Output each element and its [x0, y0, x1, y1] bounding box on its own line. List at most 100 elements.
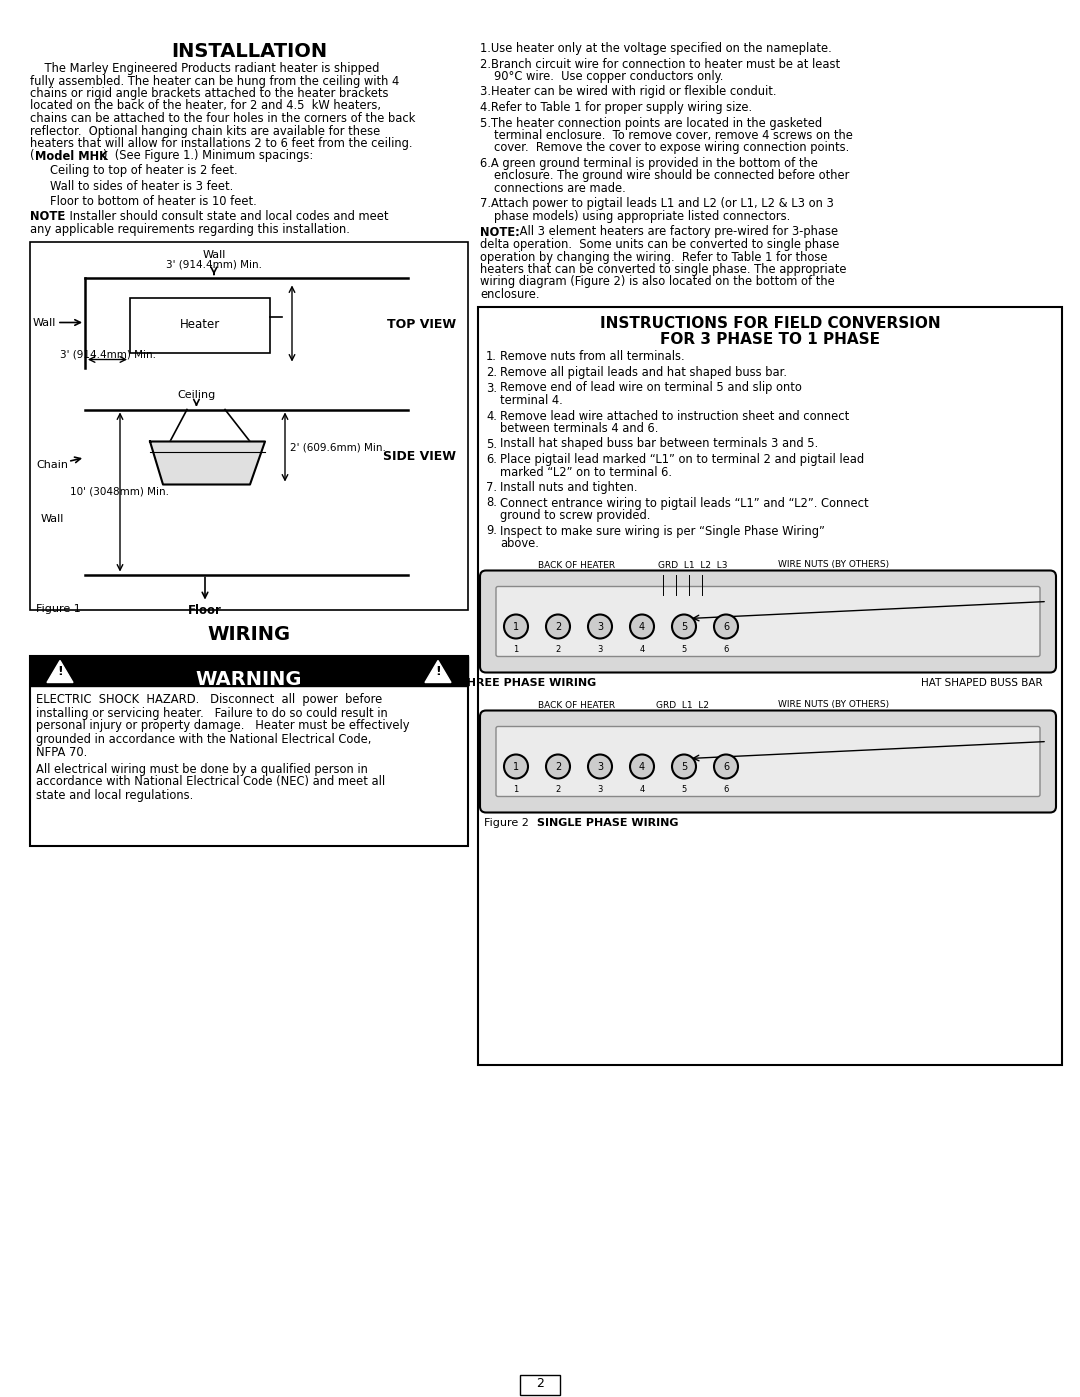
Text: Figure 1: Figure 1 [36, 605, 81, 615]
Text: enclosure.: enclosure. [480, 288, 540, 300]
Bar [478, 306, 1062, 1065]
Text: All electrical wiring must be done by a qualified person in: All electrical wiring must be done by a … [36, 763, 368, 775]
Text: 5: 5 [681, 644, 687, 654]
Text: THREE PHASE WIRING: THREE PHASE WIRING [459, 679, 596, 689]
Text: 1.: 1. [486, 351, 497, 363]
Text: connections are made.: connections are made. [494, 182, 625, 196]
Text: 2: 2 [555, 622, 562, 631]
Text: 2: 2 [536, 1377, 544, 1390]
Text: BACK OF HEATER: BACK OF HEATER [538, 700, 616, 710]
Text: fully assembled. The heater can be hung from the ceiling with 4: fully assembled. The heater can be hung … [30, 74, 400, 88]
Text: INSTRUCTIONS FOR FIELD CONVERSION: INSTRUCTIONS FOR FIELD CONVERSION [599, 317, 941, 331]
Bar [30, 655, 468, 845]
FancyBboxPatch shape [496, 726, 1040, 796]
Text: HAT SHAPED BUSS BAR: HAT SHAPED BUSS BAR [921, 679, 1043, 689]
Text: 6: 6 [723, 761, 729, 771]
Text: !: ! [435, 665, 441, 678]
Text: 6: 6 [723, 622, 729, 631]
Text: 3: 3 [597, 622, 603, 631]
Circle shape [546, 615, 570, 638]
Text: 5.: 5. [486, 437, 497, 450]
Text: operation by changing the wiring.  Refer to Table 1 for those: operation by changing the wiring. Refer … [480, 250, 827, 264]
Text: 3.: 3. [486, 381, 497, 394]
Text: 6.: 6. [486, 453, 497, 467]
Text: 1: 1 [513, 761, 519, 771]
Text: Remove end of lead wire on terminal 5 and slip onto: Remove end of lead wire on terminal 5 an… [500, 381, 801, 394]
Text: chains or rigid angle brackets attached to the heater brackets: chains or rigid angle brackets attached … [30, 87, 389, 101]
Text: NFPA 70.: NFPA 70. [36, 746, 87, 759]
Text: 10' (3048mm) Min.: 10' (3048mm) Min. [70, 488, 168, 497]
Text: 1: 1 [513, 785, 518, 793]
Text: heaters that can be converted to single phase. The appropriate: heaters that can be converted to single … [480, 263, 847, 277]
Text: SINGLE PHASE WIRING: SINGLE PHASE WIRING [537, 819, 678, 828]
Text: TOP VIEW: TOP VIEW [387, 319, 456, 331]
Text: 5.The heater connection points are located in the gasketed: 5.The heater connection points are locat… [480, 116, 822, 130]
Text: between terminals 4 and 6.: between terminals 4 and 6. [500, 422, 659, 434]
Text: Wall to sides of heater is 3 feet.: Wall to sides of heater is 3 feet. [50, 179, 233, 193]
Text: 1.Use heater only at the voltage specified on the nameplate.: 1.Use heater only at the voltage specifi… [480, 42, 832, 54]
Text: any applicable requirements regarding this installation.: any applicable requirements regarding th… [30, 224, 350, 236]
Text: terminal enclosure.  To remove cover, remove 4 screws on the: terminal enclosure. To remove cover, rem… [494, 129, 853, 142]
Text: Ceiling to top of heater is 2 feet.: Ceiling to top of heater is 2 feet. [50, 163, 238, 177]
Text: 7.Attach power to pigtail leads L1 and L2 (or L1, L2 & L3 on 3: 7.Attach power to pigtail leads L1 and L… [480, 197, 834, 211]
Text: cover.  Remove the cover to expose wiring connection points.: cover. Remove the cover to expose wiring… [494, 141, 849, 155]
Text: 3: 3 [597, 785, 603, 793]
Text: The Marley Engineered Products radiant heater is shipped: The Marley Engineered Products radiant h… [30, 61, 379, 75]
Text: 2.: 2. [486, 366, 497, 379]
Text: Install nuts and tighten.: Install nuts and tighten. [500, 481, 637, 495]
Text: Install hat shaped buss bar between terminals 3 and 5.: Install hat shaped buss bar between term… [500, 437, 819, 450]
Circle shape [672, 615, 696, 638]
Bar [519, 1375, 561, 1396]
Text: (: ( [30, 149, 35, 162]
Text: 6: 6 [724, 644, 729, 654]
Text: Connect entrance wiring to pigtail leads “L1” and “L2”. Connect: Connect entrance wiring to pigtail leads… [500, 496, 868, 510]
Text: Heater: Heater [180, 319, 220, 331]
Circle shape [630, 615, 654, 638]
Text: 8.: 8. [486, 496, 497, 510]
Text: Chain: Chain [36, 460, 68, 469]
FancyBboxPatch shape [480, 711, 1056, 813]
Text: Floor to bottom of heater is 10 feet.: Floor to bottom of heater is 10 feet. [50, 196, 257, 208]
Text: Wall: Wall [40, 514, 64, 524]
Text: 2.Branch circuit wire for connection to heater must be at least: 2.Branch circuit wire for connection to … [480, 57, 840, 70]
FancyBboxPatch shape [480, 570, 1056, 672]
Text: 2: 2 [555, 761, 562, 771]
Text: WARNING: WARNING [195, 671, 302, 689]
Text: 4.Refer to Table 1 for proper supply wiring size.: 4.Refer to Table 1 for proper supply wir… [480, 101, 752, 115]
Text: 1: 1 [513, 644, 518, 654]
Circle shape [672, 754, 696, 778]
Text: 3' (914.4mm) Min.: 3' (914.4mm) Min. [166, 260, 262, 270]
Circle shape [714, 754, 738, 778]
Text: GRD  L1  L2: GRD L1 L2 [656, 700, 708, 710]
Bar [130, 298, 270, 352]
Polygon shape [150, 441, 265, 485]
Text: chains can be attached to the four holes in the corners of the back: chains can be attached to the four holes… [30, 112, 416, 124]
Text: WIRING: WIRING [207, 626, 291, 644]
Text: Wall: Wall [32, 317, 56, 327]
Text: located on the back of the heater, for 2 and 4.5  kW heaters,: located on the back of the heater, for 2… [30, 99, 381, 113]
Text: Inspect to make sure wiring is per “Single Phase Wiring”: Inspect to make sure wiring is per “Sing… [500, 524, 825, 538]
Text: 3: 3 [597, 761, 603, 771]
Text: 3.Heater can be wired with rigid or flexible conduit.: 3.Heater can be wired with rigid or flex… [480, 85, 777, 99]
Text: All 3 element heaters are factory pre-wired for 3-phase: All 3 element heaters are factory pre-wi… [516, 225, 838, 239]
Text: ground to screw provided.: ground to screw provided. [500, 509, 650, 522]
Text: 2' (609.6mm) Min.: 2' (609.6mm) Min. [291, 441, 386, 453]
Text: FOR 3 PHASE TO 1 PHASE: FOR 3 PHASE TO 1 PHASE [660, 332, 880, 348]
Text: Model MHK: Model MHK [35, 149, 108, 162]
Text: 90°C wire.  Use copper conductors only.: 90°C wire. Use copper conductors only. [494, 70, 724, 82]
Text: 6: 6 [724, 785, 729, 793]
Text: 3: 3 [597, 644, 603, 654]
Text: Ceiling: Ceiling [177, 390, 216, 400]
Text: 7.: 7. [486, 481, 497, 495]
Text: NOTE: NOTE [30, 211, 65, 224]
Text: 9.: 9. [486, 524, 497, 538]
Text: grounded in accordance with the National Electrical Code,: grounded in accordance with the National… [36, 732, 372, 746]
Text: Place pigtail lead marked “L1” on to terminal 2 and pigtail lead: Place pigtail lead marked “L1” on to ter… [500, 453, 864, 467]
Text: : Installer should consult state and local codes and meet: : Installer should consult state and loc… [62, 211, 389, 224]
Text: 1: 1 [513, 622, 519, 631]
Circle shape [504, 615, 528, 638]
Bar [30, 655, 468, 686]
Text: accordance with National Electrical Code (NEC) and meet all: accordance with National Electrical Code… [36, 775, 386, 788]
Text: 5: 5 [680, 622, 687, 631]
Text: 6.A green ground terminal is provided in the bottom of the: 6.A green ground terminal is provided in… [480, 156, 818, 170]
